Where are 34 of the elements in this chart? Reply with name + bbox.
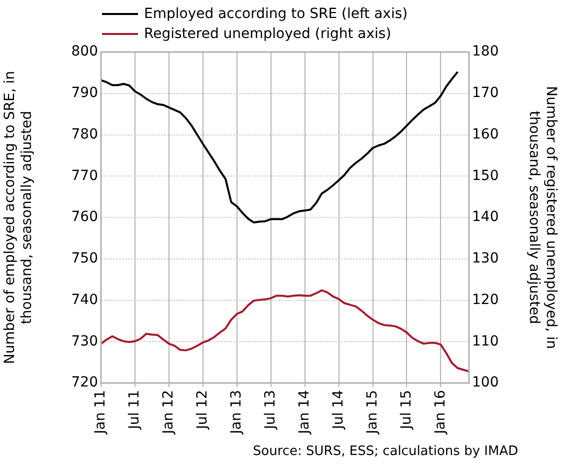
y2-tick-label: 140	[472, 209, 499, 226]
y2-tick-label: 110	[472, 333, 499, 350]
y-tick-label: 720	[71, 374, 98, 391]
y-tick-label: 800	[71, 44, 98, 60]
y2-tick-label: 170	[472, 85, 499, 102]
y2-axis-title: Number of registered unemployed, in thousand, seasonally adjusted	[526, 86, 559, 350]
y-axis-title: Number of employed according to SRE, in thousand, seasonally adjusted	[2, 70, 35, 364]
y-tick-label: 730	[71, 333, 98, 350]
x-tick-label: Jan 11	[92, 390, 109, 435]
y2-tick-label: 130	[472, 250, 499, 267]
source-note: Source: SURS, ESS; calculations by IMAD	[252, 444, 520, 459]
y-tick-label: 740	[71, 292, 98, 308]
legend-label: Employed according to SRE (left axis)	[144, 5, 408, 24]
x-tick-label: Jul 15	[398, 390, 414, 430]
x-tick-label: Jan 15	[364, 390, 380, 435]
y-tick-label: 780	[71, 126, 98, 142]
y2-tick-label: 180	[472, 44, 499, 60]
y-tick-label: 750	[71, 250, 98, 267]
y-tick-label: 770	[71, 168, 98, 184]
y2-tick-label: 120	[472, 292, 499, 308]
y2-tick-label: 150	[472, 168, 499, 184]
x-tick-label: Jul 11	[126, 390, 143, 430]
y-tick-label: 760	[71, 209, 98, 226]
x-tick-label: Jan 13	[228, 390, 245, 435]
y2-tick-label: 160	[472, 126, 499, 142]
y-tick-label: 790	[71, 85, 98, 102]
x-tick-label: Jan 14	[296, 390, 312, 435]
y2-tick-label: 100	[472, 374, 499, 391]
x-tick-label: Jul 12	[194, 390, 211, 430]
legend-label: Registered unemployed (right axis)	[144, 25, 392, 44]
x-tick-label: Jan 16	[432, 390, 448, 435]
x-tick-label: Jan 12	[160, 390, 177, 435]
x-tick-label: Jul 14	[330, 390, 346, 430]
x-tick-label: Jul 13	[262, 390, 278, 430]
